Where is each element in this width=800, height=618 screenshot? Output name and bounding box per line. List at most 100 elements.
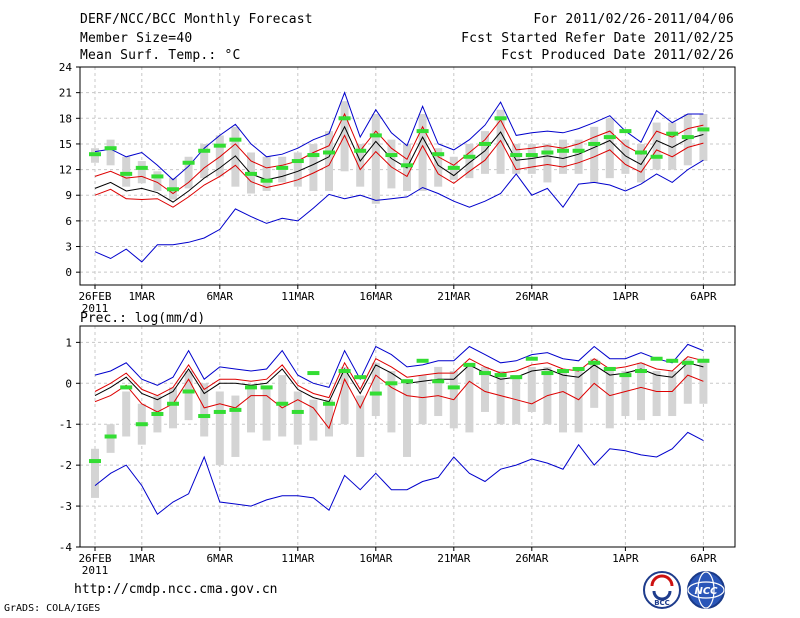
prec-observed-marker bbox=[494, 373, 507, 378]
temp-observed-marker bbox=[619, 129, 632, 134]
header-member-size: Member Size=40 bbox=[80, 31, 193, 46]
prec-observed-marker bbox=[354, 375, 367, 380]
header-variable-temp: Mean Surf. Temp.: °C bbox=[80, 48, 241, 63]
temp-spread-box bbox=[481, 131, 489, 174]
prec-observed-marker bbox=[650, 356, 663, 361]
temp-spread-box bbox=[637, 143, 645, 183]
temp-observed-marker bbox=[276, 165, 289, 170]
prec-spread-box bbox=[605, 366, 614, 429]
prec-spread-box bbox=[574, 371, 583, 433]
temp-observed-marker bbox=[635, 150, 647, 155]
prec-frame bbox=[79, 325, 736, 548]
prec-observed-marker bbox=[541, 371, 554, 376]
temp-observed-marker bbox=[229, 137, 242, 142]
temp-spread-box bbox=[559, 139, 567, 174]
temp-ytick-label: 12 bbox=[59, 164, 72, 177]
prec-observed-marker bbox=[167, 401, 179, 406]
prec-observed-marker bbox=[198, 414, 211, 419]
temp-spread-box bbox=[184, 156, 193, 189]
precipitation-panel: -4 -3 -2 -1 0 1 26FEB 1MAR 6MAR 11MAR 16MAR 21MAR 26… bbox=[59, 325, 736, 577]
prec-spread-box bbox=[293, 391, 302, 445]
prec-observed-marker bbox=[104, 434, 117, 439]
temp-xtick-label: 26MAR bbox=[515, 290, 548, 303]
prec-observed-marker bbox=[120, 385, 133, 390]
prec-observed-marker bbox=[432, 379, 445, 384]
temp-line-lower bbox=[94, 134, 704, 208]
prec-observed-marker bbox=[291, 409, 304, 414]
temp-spread-box bbox=[699, 114, 708, 162]
prec-xtick-label: 6MAR bbox=[207, 552, 234, 565]
prec-ytick-label: -2 bbox=[59, 459, 72, 472]
temp-spread-box bbox=[496, 109, 505, 174]
prec-spread-box bbox=[668, 371, 677, 417]
temp-spread-box bbox=[683, 114, 692, 166]
temp-spread-box bbox=[106, 139, 115, 166]
prec-spread-box bbox=[481, 366, 489, 412]
temp-observed-marker bbox=[323, 150, 335, 155]
prec-spread-box bbox=[340, 366, 349, 425]
prec-xtick-label: 26FEB bbox=[78, 552, 111, 565]
prec-ytick-label: 0 bbox=[65, 377, 72, 390]
temp-spread-box bbox=[605, 118, 614, 179]
temp-spread-box bbox=[122, 156, 131, 187]
prec-line-min bbox=[94, 431, 704, 516]
prec-spread-box bbox=[91, 448, 99, 498]
prec-observed-marker bbox=[260, 385, 273, 390]
prec-spread-box bbox=[262, 387, 271, 441]
prec-spread-box bbox=[371, 362, 380, 417]
temp-observed-marker bbox=[432, 152, 445, 157]
header-start-date: Fcst Started Refer Date 2011/02/25 bbox=[461, 31, 734, 46]
prec-observed-marker bbox=[276, 401, 289, 406]
temp-observed-marker bbox=[401, 163, 413, 168]
prec-xtick-label: 21MAR bbox=[437, 552, 470, 565]
temp-observed-marker bbox=[120, 171, 133, 176]
temp-xtick-label: 26FEB bbox=[78, 290, 111, 303]
svg-text:BCC: BCC bbox=[654, 599, 670, 607]
temp-spread-box bbox=[231, 126, 240, 187]
temp-observed-marker bbox=[479, 141, 491, 146]
bcc-logo: BCC bbox=[643, 571, 681, 609]
prec-observed-marker bbox=[463, 362, 476, 367]
prec-observed-marker bbox=[510, 375, 523, 380]
prec-observed-marker bbox=[603, 366, 616, 371]
temp-observed-marker bbox=[510, 153, 523, 158]
prec-observed-marker bbox=[666, 358, 679, 363]
prec-observed-marker bbox=[697, 358, 710, 363]
prec-spread-box bbox=[621, 371, 630, 417]
prec-line-lower bbox=[94, 374, 704, 430]
prec-year-label: 2011 bbox=[82, 564, 109, 577]
temp-spread-box bbox=[621, 139, 630, 174]
temp-xtick-label: 21MAR bbox=[437, 290, 470, 303]
prec-spread-box bbox=[418, 375, 427, 425]
temp-spread-box bbox=[668, 122, 677, 170]
prec-ytick-label: -1 bbox=[59, 418, 72, 431]
prec-spread-box bbox=[652, 371, 661, 417]
source-url[interactable]: http://cmdp.ncc.cma.gov.cn bbox=[74, 582, 278, 597]
prec-observed-marker bbox=[135, 422, 148, 427]
prec-panel-title: Prec.: log(mm/d) bbox=[80, 311, 205, 326]
prec-xtick-label: 11MAR bbox=[281, 552, 314, 565]
prec-observed-marker bbox=[681, 360, 694, 365]
svg-text:NCC: NCC bbox=[694, 586, 718, 597]
temp-observed-marker bbox=[307, 153, 320, 158]
prec-observed-marker bbox=[385, 381, 398, 386]
temp-spread-box bbox=[418, 114, 427, 191]
temp-line-mean bbox=[94, 125, 704, 203]
prec-observed-marker bbox=[338, 369, 351, 374]
temp-spread-box bbox=[293, 152, 302, 187]
temp-ytick-label: 18 bbox=[59, 112, 72, 125]
prec-spread-box bbox=[106, 424, 115, 453]
temp-ytick-label: 15 bbox=[59, 138, 72, 151]
header-title-left: DERF/NCC/BCC Monthly Forecast bbox=[80, 12, 313, 27]
prec-spread-box bbox=[309, 399, 318, 441]
temp-observed-marker bbox=[681, 135, 694, 140]
temp-spread-box bbox=[325, 131, 333, 191]
prec-spread-box bbox=[403, 379, 411, 457]
prec-spread-box bbox=[683, 358, 692, 404]
temp-line-min bbox=[94, 159, 704, 263]
temp-spread-box bbox=[153, 171, 162, 191]
temp-spread-box bbox=[652, 122, 661, 170]
prec-line-mean bbox=[94, 362, 704, 403]
prec-observed-marker bbox=[572, 366, 585, 371]
